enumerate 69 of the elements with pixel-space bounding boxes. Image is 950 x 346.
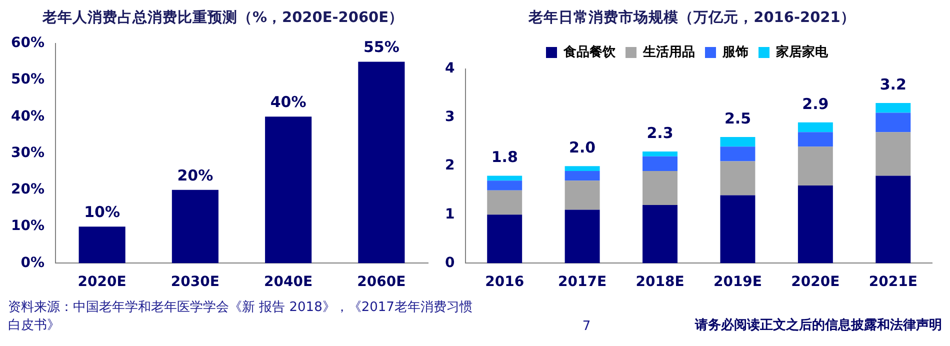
bar <box>876 102 911 113</box>
bar <box>642 204 678 264</box>
y-tick-label: 40% <box>10 108 45 124</box>
bar <box>720 161 756 196</box>
bar <box>564 170 600 181</box>
total-label: 2.9 <box>802 94 829 113</box>
bar <box>487 214 522 264</box>
bar <box>798 122 833 132</box>
bar <box>642 156 678 171</box>
bar <box>564 180 600 210</box>
bar <box>564 166 600 171</box>
bar <box>876 176 911 264</box>
bar <box>358 62 405 264</box>
y-tick-label: 4 <box>444 60 455 77</box>
y-tick-label: 3 <box>444 109 455 126</box>
x-tick-label: 2030E <box>170 274 220 290</box>
bar <box>876 132 911 176</box>
chart-title: 老年人消费占总消费比重预测（%，2020E-2060E） <box>41 8 405 28</box>
bar <box>487 190 522 215</box>
bar <box>78 226 126 264</box>
x-tick-label: 2021E <box>868 274 918 290</box>
y-tick-label: 10% <box>10 218 45 234</box>
data-label: 20% <box>177 166 214 184</box>
data-label: 55% <box>363 38 400 56</box>
text: 资料来源：中国老年学和老年医学学会《新 报告 2018》，《2017老年消费习惯白皮书》 <box>8 299 474 334</box>
x-tick-label: 2020E <box>791 274 840 290</box>
bar <box>172 190 218 264</box>
legend-label: 生活用品 <box>642 44 695 60</box>
y-tick-label: 20% <box>10 182 45 198</box>
bar <box>487 176 522 181</box>
total-label: 2.3 <box>646 124 674 142</box>
x-tick-label: 2019E <box>713 274 762 290</box>
chart-title: 老年日常消费市场规模（万亿元，2016-2021） <box>527 8 856 28</box>
bar <box>487 180 522 190</box>
bar <box>642 170 678 205</box>
bar <box>798 132 833 147</box>
y-tick-label: 50% <box>10 72 45 88</box>
bar <box>564 210 600 264</box>
x-tick-label: 2018E <box>636 274 684 290</box>
total-label: 1.8 <box>491 148 518 166</box>
x-tick-label: 2040E <box>264 274 313 290</box>
legend-label: 家居家电 <box>775 44 829 60</box>
text: 7 <box>582 319 591 334</box>
bar <box>798 186 833 264</box>
bar <box>642 152 678 156</box>
x-tick-label: 2017E <box>558 274 607 290</box>
x-tick-label: 2020E <box>78 274 126 290</box>
y-tick-label: 0 <box>444 254 455 271</box>
y-tick-label: 30% <box>10 144 45 161</box>
y-tick-label: 60% <box>10 35 45 52</box>
y-tick-label: 0% <box>20 254 45 271</box>
total-label: 3.2 <box>880 75 906 94</box>
x-tick-label: 2016 <box>485 274 524 290</box>
y-tick-label: 2 <box>444 158 455 174</box>
bar <box>720 195 756 264</box>
legend-label: 食品餐饮 <box>562 44 616 60</box>
bar <box>876 112 911 132</box>
y-tick-label: 1 <box>444 206 455 222</box>
bar <box>720 146 756 162</box>
bar <box>720 136 756 147</box>
legend-label: 服饰 <box>722 44 748 60</box>
bar <box>798 146 833 186</box>
bar <box>265 116 312 264</box>
x-tick-label: 2060E <box>357 274 406 290</box>
data-label: 40% <box>270 93 306 112</box>
total-label: 2.0 <box>569 138 596 156</box>
total-label: 2.5 <box>724 109 752 128</box>
data-label: 10% <box>84 202 120 221</box>
text: 请务必阅读正文之后的信息披露和法律声明 <box>695 316 942 334</box>
